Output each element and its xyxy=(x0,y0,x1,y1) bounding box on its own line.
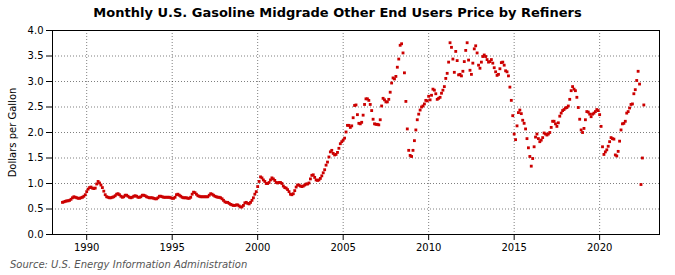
svg-text:4.0: 4.0 xyxy=(28,25,44,36)
svg-text:2000: 2000 xyxy=(245,242,270,253)
svg-text:2020: 2020 xyxy=(587,242,612,253)
html-text:Source: U.S. Energy Informatio: Source: U.S. Energy Information Administ… xyxy=(10,259,248,270)
svg-text:1995: 1995 xyxy=(159,242,184,253)
svg-text:Dollars per Gallon: Dollars per Gallon xyxy=(7,88,18,178)
html-text:Monthly U.S. Gasoline Midgrade: Monthly U.S. Gasoline Midgrade Other End… xyxy=(93,5,582,20)
svg-text:1.5: 1.5 xyxy=(28,152,44,163)
svg-text:2005: 2005 xyxy=(330,242,355,253)
svg-text:2015: 2015 xyxy=(501,242,526,253)
svg-text:2.5: 2.5 xyxy=(28,101,44,112)
svg-text:0.5: 0.5 xyxy=(28,203,44,214)
svg-text:3.0: 3.0 xyxy=(28,76,44,87)
svg-text:3.5: 3.5 xyxy=(28,50,44,61)
svg-text:1.0: 1.0 xyxy=(28,178,44,189)
svg-text:1990: 1990 xyxy=(74,242,99,253)
svg-text:2.0: 2.0 xyxy=(28,127,44,138)
svg-text:2010: 2010 xyxy=(416,242,441,253)
svg-text:0.0: 0.0 xyxy=(28,229,44,240)
